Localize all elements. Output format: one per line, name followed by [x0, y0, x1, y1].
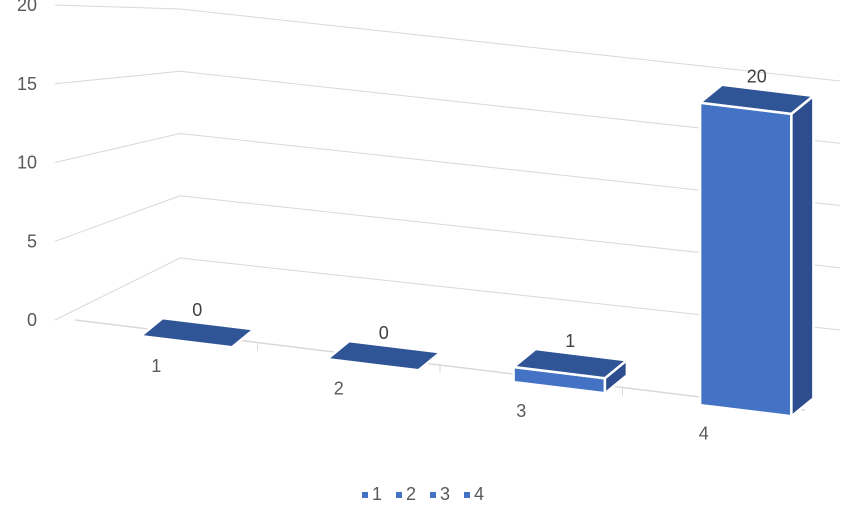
bars: [139, 83, 815, 418]
gridline: [54, 257, 841, 331]
x-tick-label: 1: [151, 356, 161, 376]
legend-entry: 2: [396, 484, 416, 504]
x-tick-label: 4: [699, 424, 709, 444]
y-tick-label: 15: [17, 74, 37, 94]
x-tick-label: 3: [516, 401, 526, 421]
gridline: [54, 132, 841, 206]
data-label: 0: [379, 323, 389, 343]
gridline: [54, 195, 841, 269]
legend-entry: 3: [430, 484, 450, 504]
legend-swatch: [430, 492, 436, 498]
data-label: 1: [565, 331, 575, 351]
legend-swatch: [396, 492, 402, 498]
gridlines: [54, 4, 841, 331]
bar: [139, 316, 256, 349]
y-tick-label: 10: [17, 153, 37, 173]
bar-front-face: [698, 101, 793, 418]
legend-entry: 1: [362, 484, 382, 504]
legend-label: 2: [406, 484, 416, 504]
legend-label: 1: [372, 484, 382, 504]
legend-label: 4: [474, 484, 484, 504]
legend-label: 3: [440, 484, 450, 504]
legend: 1 2 3 4: [362, 484, 484, 504]
gridline: [54, 70, 841, 144]
gridline: [54, 4, 841, 82]
legend-swatch: [362, 492, 368, 498]
data-labels: 0 0 1 20: [192, 67, 767, 351]
bar-top-face: [325, 339, 442, 372]
x-tick-label: 2: [334, 379, 344, 399]
bar-top-face: [139, 316, 256, 349]
bar: [325, 339, 442, 372]
data-label: 20: [747, 67, 767, 87]
data-label: 0: [192, 300, 202, 320]
legend-entry: 4: [464, 484, 484, 504]
y-tick-label: 20: [17, 0, 37, 15]
bar: [698, 83, 815, 418]
legend-swatch: [464, 492, 470, 498]
bar: [512, 347, 629, 395]
y-tick-label: 5: [27, 231, 37, 251]
y-tick-label: 0: [27, 310, 37, 330]
bar-top-face: [698, 83, 815, 116]
bar-top-face: [512, 347, 629, 380]
bar-side-face: [790, 94, 815, 418]
